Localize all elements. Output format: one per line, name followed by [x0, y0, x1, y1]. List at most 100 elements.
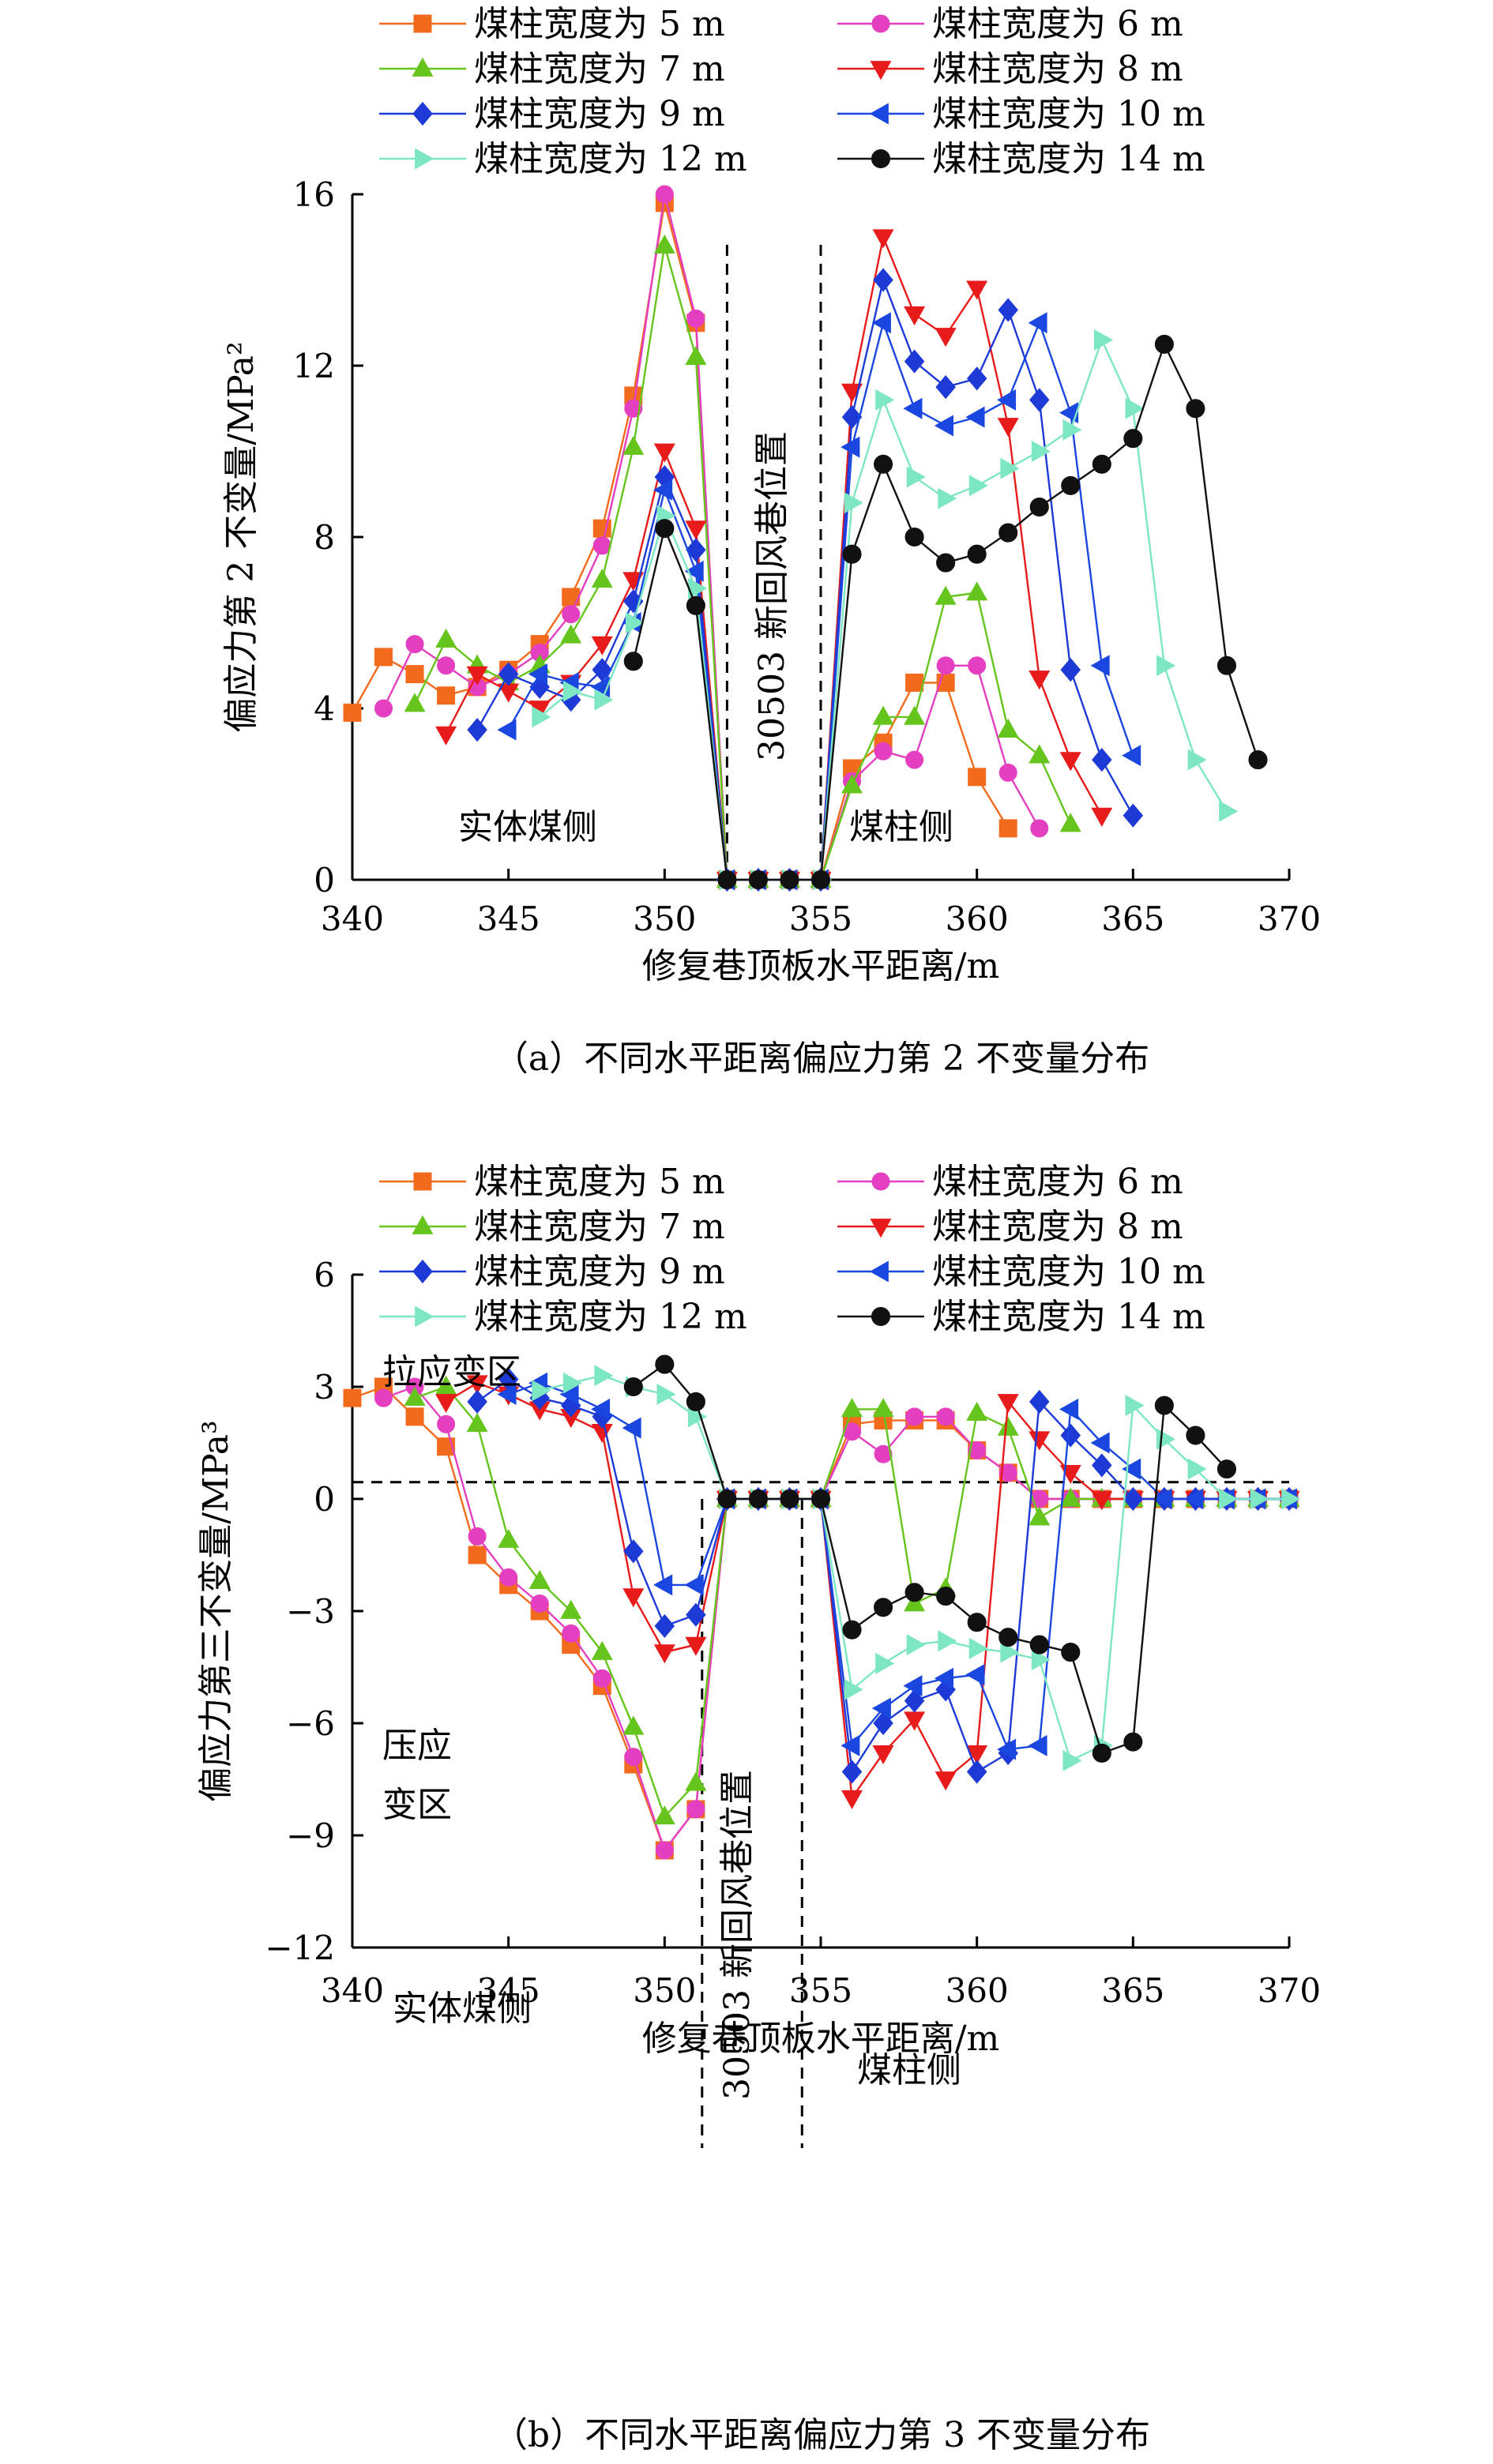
y-tick-label: −12 [265, 1929, 335, 1967]
data-point [1059, 402, 1079, 424]
data-point [624, 399, 643, 418]
series-line [352, 1385, 1289, 1853]
data-point [622, 1588, 645, 1608]
data-point [997, 1394, 1019, 1414]
data-point [653, 443, 675, 463]
legend-marker [412, 1215, 434, 1234]
data-point [624, 1748, 643, 1767]
y-tick-label: 8 [314, 518, 335, 557]
data-point [437, 656, 456, 675]
y-tick-label: −6 [286, 1704, 335, 1743]
data-point [905, 1407, 924, 1426]
chart-b-legend: 煤柱宽度为 5 m 煤柱宽度为 6 m 煤柱宽度为 7 m 煤柱宽度为 8 m 煤柱宽度… [379, 1162, 1205, 1337]
legend-marker [870, 61, 892, 81]
legend-label: 煤柱宽度为 10 m [932, 1252, 1205, 1292]
data-point [968, 475, 988, 497]
data-point [871, 312, 891, 334]
data-point [498, 1528, 520, 1548]
data-point [655, 185, 674, 204]
data-point [998, 1628, 1018, 1647]
x-axis-label: 修复巷顶板水平距离/m [642, 946, 1000, 986]
data-point [686, 538, 706, 562]
data-point [1029, 1635, 1049, 1655]
data-point [842, 544, 862, 564]
data-point [780, 870, 799, 890]
x-tick-label: 365 [1101, 1971, 1164, 2010]
data-point [1031, 1649, 1051, 1671]
roadway-position-label: 30503 新回风巷位置 [717, 1770, 758, 2100]
data-point [1123, 803, 1144, 828]
legend-label: 煤柱宽度为 5 m [474, 1162, 725, 1202]
y-axis-label: 偏应力第三不变量/MPa³ [196, 1420, 236, 1801]
data-point [497, 1383, 517, 1405]
data-point [873, 268, 893, 292]
data-point [1061, 1643, 1081, 1662]
data-point [841, 774, 863, 794]
data-point [528, 663, 548, 685]
annotation-pillar-side: 煤柱侧 [849, 807, 953, 847]
data-point [1093, 329, 1114, 351]
data-point [1123, 1732, 1143, 1752]
x-tick-label: 360 [946, 900, 1009, 938]
data-point [966, 581, 988, 601]
x-tick-label: 360 [946, 1971, 1009, 2010]
data-point [874, 742, 893, 761]
data-point [405, 1407, 424, 1426]
data-point [904, 306, 926, 326]
data-point [903, 1675, 923, 1697]
data-point [1029, 1431, 1051, 1451]
data-point [1219, 1488, 1239, 1510]
data-point [1248, 750, 1268, 770]
data-point [935, 1771, 957, 1791]
data-point [562, 588, 581, 607]
annotation-pillar-side: 煤柱侧 [857, 2050, 961, 2090]
data-point [685, 345, 707, 365]
data-point [968, 656, 987, 675]
data-point [1122, 1458, 1141, 1480]
data-point [562, 605, 581, 624]
data-point [686, 595, 705, 615]
data-point [1059, 1398, 1079, 1420]
data-point [625, 611, 645, 634]
data-point [592, 1669, 611, 1688]
data-point [1090, 1432, 1110, 1454]
legend-label: 煤柱宽度为 12 m [474, 139, 747, 179]
data-point [499, 1568, 518, 1587]
roadway-position-label: 30503 新回风巷位置 [752, 431, 792, 761]
data-point [623, 652, 643, 671]
data-point [872, 705, 894, 725]
data-point [1123, 429, 1143, 449]
annotation-solid-side: 实体煤侧 [393, 1989, 532, 2029]
data-point [562, 680, 582, 702]
legend-label: 煤柱宽度为 8 m [932, 49, 1183, 89]
data-point [1062, 1749, 1082, 1771]
x-tick-label: 355 [789, 900, 852, 938]
legend-marker [413, 1172, 432, 1191]
data-point [874, 1598, 893, 1617]
data-point [936, 1587, 956, 1606]
data-point [1059, 813, 1081, 832]
data-point [532, 1380, 551, 1402]
data-point [622, 1417, 641, 1439]
data-point [906, 1634, 926, 1656]
data-point [560, 624, 582, 644]
data-point [1000, 457, 1020, 479]
y-tick-label: 4 [314, 689, 335, 728]
data-point [467, 1389, 487, 1414]
legend-label: 煤柱宽度为 5 m [474, 4, 725, 44]
data-point [965, 1663, 985, 1685]
data-point [562, 1372, 582, 1394]
y-tick-label: 0 [314, 1480, 335, 1519]
data-point [1029, 388, 1050, 412]
data-point [935, 328, 957, 347]
data-point [967, 1613, 987, 1632]
data-point [655, 1354, 675, 1374]
data-point [528, 1569, 551, 1589]
data-point [872, 1398, 894, 1418]
y-tick-label: 12 [293, 347, 335, 385]
data-point [343, 1388, 362, 1407]
x-tick-label: 370 [1258, 1971, 1321, 2010]
data-point [841, 405, 863, 430]
data-point [684, 1574, 704, 1596]
